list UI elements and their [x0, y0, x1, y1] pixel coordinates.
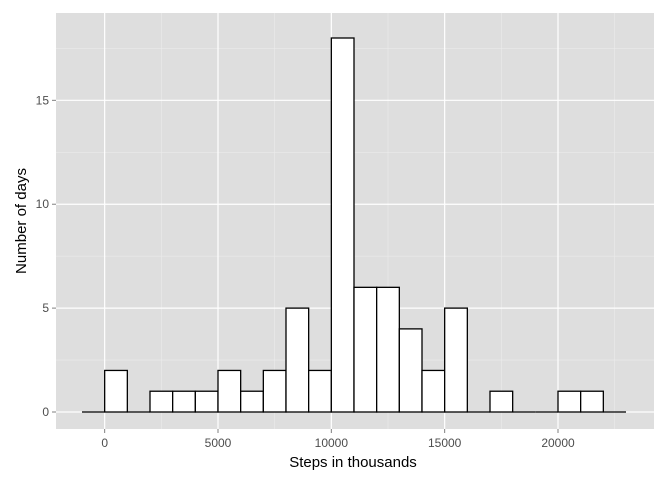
x-tick-label: 20000: [541, 436, 575, 450]
x-tick-label: 15000: [428, 436, 462, 450]
histogram-bar: [398, 328, 423, 413]
histogram-bar: [421, 369, 446, 413]
histogram-bar: [217, 369, 242, 413]
y-tick-label: 0: [42, 405, 49, 419]
histogram-bar: [194, 390, 219, 413]
histogram-bar: [285, 307, 310, 413]
histogram-bar: [557, 390, 582, 413]
histogram-bar: [489, 390, 514, 413]
histogram-bar: [330, 37, 355, 413]
histogram-bar: [104, 369, 128, 413]
histogram-bars: [82, 37, 626, 413]
histogram-bar: [172, 390, 196, 413]
histogram-bar: [376, 286, 400, 413]
histogram-bar: [308, 369, 332, 413]
y-tick-label: 5: [42, 301, 49, 315]
x-tick-label: 10000: [315, 436, 349, 450]
y-tick-label: 15: [36, 93, 50, 107]
x-axis-title: Steps in thousands: [289, 454, 417, 471]
x-tick-label: 5000: [205, 436, 232, 450]
histogram-bar: [353, 286, 378, 413]
x-tick-label: 0: [101, 436, 108, 450]
histogram-bar: [580, 390, 604, 413]
y-axis-title: Number of days: [13, 168, 30, 274]
histogram-bar: [444, 307, 468, 413]
histogram-bar: [240, 390, 264, 413]
histogram-bar: [149, 390, 174, 413]
axis-ticks: 0 5000 10000 15000 20000 0 5 10 15: [36, 93, 575, 450]
histogram-bar: [262, 369, 287, 413]
y-tick-label: 10: [36, 197, 50, 211]
